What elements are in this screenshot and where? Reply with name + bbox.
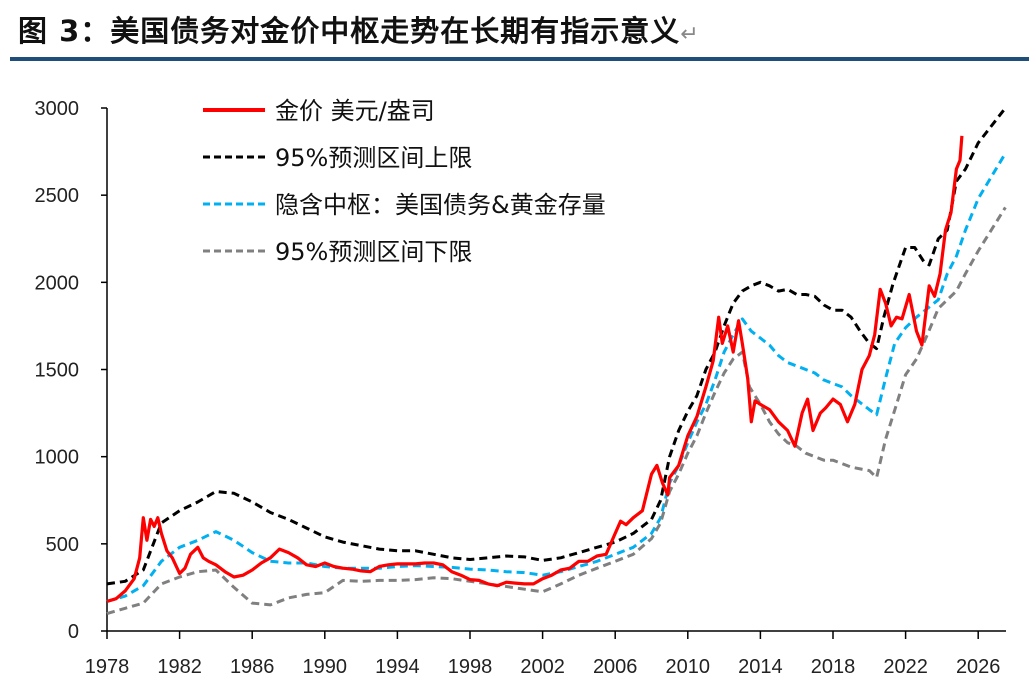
x-tick-label: 2006	[593, 656, 638, 678]
figure-title: 图 3：美国债务对金价中枢走势在长期有指示意义↵	[18, 8, 700, 50]
x-tick-label: 2026	[956, 656, 1001, 678]
series-line-0	[106, 135, 964, 603]
y-tick-label: 3000	[35, 98, 80, 120]
x-tick-label: 2022	[883, 656, 928, 678]
x-tick-label: 1986	[230, 656, 275, 678]
legend-label-3: 95%预测区间下限	[275, 238, 472, 266]
title-divider	[10, 57, 1029, 61]
y-tick-label: 500	[46, 534, 79, 556]
x-tick-label: 2014	[738, 656, 783, 678]
x-tick-label: 1998	[448, 656, 493, 678]
x-tick-label: 1978	[85, 656, 130, 678]
x-tick-label: 1982	[157, 656, 202, 678]
x-tick-label: 2010	[666, 656, 711, 678]
y-tick-label: 2000	[35, 272, 80, 294]
return-mark-icon: ↵	[680, 22, 700, 47]
x-tick-label: 2002	[520, 656, 565, 678]
figure-title-text: 图 3：美国债务对金价中枢走势在长期有指示意义	[18, 14, 681, 48]
x-tick-label: 2018	[811, 656, 856, 678]
x-tick-label: 1990	[303, 656, 348, 678]
series-line-2	[106, 152, 1007, 603]
series-line-1	[106, 107, 1007, 586]
axes: 0 500 1000 1500 2000 2500 3000 1978 1982 1986 1990…	[35, 98, 1006, 678]
y-tick-label: 0	[68, 621, 79, 643]
y-tick-label: 1500	[35, 360, 80, 382]
series-lines	[106, 107, 1007, 616]
legend-label-1: 95%预测区间上限	[275, 144, 472, 172]
legend-label-2: 隐含中枢：美国债务&黄金存量	[275, 191, 606, 219]
series-line-3	[106, 206, 1007, 616]
legend-label-0: 金价 美元/盎司	[275, 97, 435, 125]
y-tick-label: 2500	[35, 185, 80, 207]
y-tick-label: 1000	[35, 447, 80, 469]
x-tick-label: 1994	[375, 656, 420, 678]
